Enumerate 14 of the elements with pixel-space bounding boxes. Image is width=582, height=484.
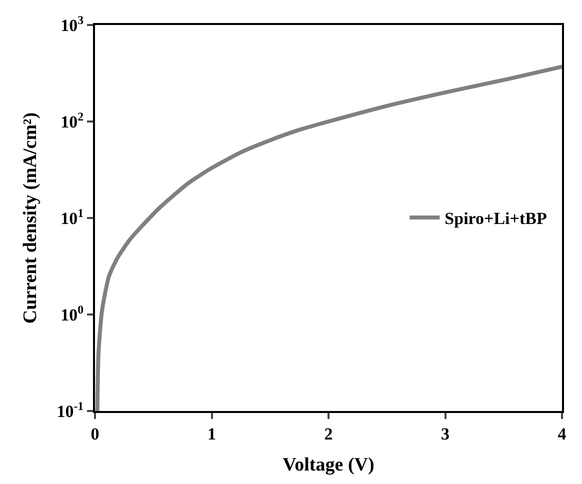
- x-tick-label: 2: [324, 424, 333, 444]
- y-tick-label: 10$^{-1}$: [56, 398, 84, 421]
- x-axis-title: Voltage (V): [282, 454, 374, 476]
- line-series: [95, 64, 562, 411]
- y-tick-label: 10$^{1}$: [60, 206, 84, 228]
- x-tick-label: 3: [441, 424, 450, 444]
- y-tick-label: 10$^{0}$: [60, 302, 84, 324]
- x-tick-label: 4: [558, 424, 567, 444]
- x-tick-label: 1: [208, 424, 216, 444]
- x-tick-label: 0: [90, 424, 100, 444]
- y-axis-title: Current density (mA/cm²): [20, 112, 42, 324]
- y-tick-label: 10$^{2}$: [60, 109, 84, 132]
- y-tick-label: 10$^{3}$: [60, 12, 84, 35]
- legend-label: Spiro+Li+tBP: [444, 209, 547, 228]
